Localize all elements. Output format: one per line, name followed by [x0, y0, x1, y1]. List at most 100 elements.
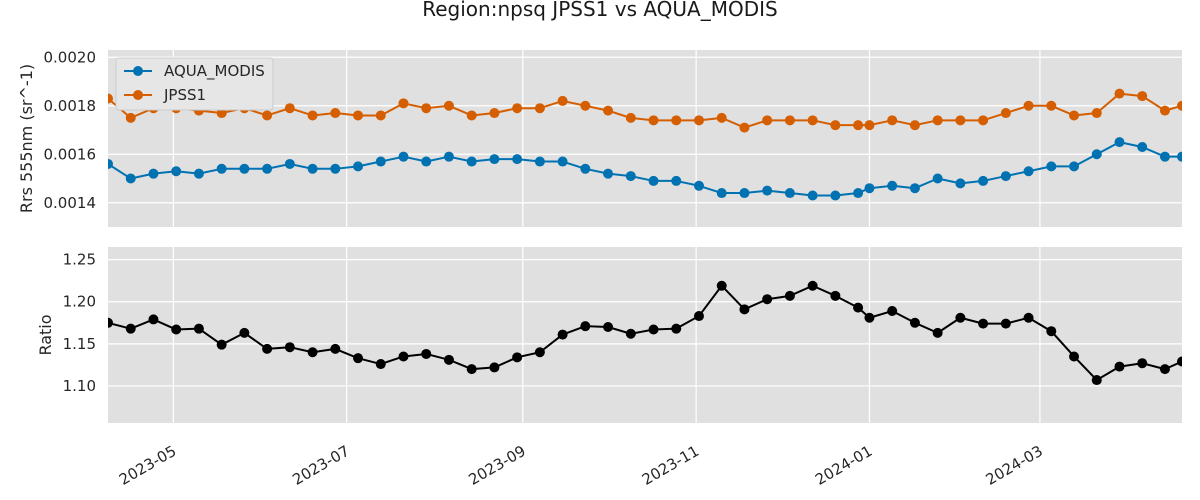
y-tick-label: 1.25 [63, 251, 96, 269]
data-point-jpss1 [557, 95, 568, 106]
data-point-ratio [1046, 326, 1057, 337]
data-point-aqua-modis [193, 168, 204, 179]
data-point-ratio [557, 329, 568, 340]
data-point-jpss1 [1177, 100, 1182, 111]
data-point-jpss1 [739, 122, 750, 133]
data-point-aqua-modis [398, 151, 409, 162]
data-point-jpss1 [955, 115, 966, 126]
data-point-ratio [421, 348, 432, 359]
data-point-ratio [716, 280, 727, 291]
data-point-jpss1 [1023, 100, 1034, 111]
data-point-jpss1 [648, 115, 659, 126]
data-point-jpss1 [909, 120, 920, 131]
data-point-ratio [625, 328, 636, 339]
data-point-aqua-modis [762, 185, 773, 196]
bottom-plot-area [108, 247, 1182, 423]
data-point-aqua-modis [1069, 161, 1080, 172]
data-point-aqua-modis [671, 175, 682, 186]
data-point-aqua-modis [443, 151, 454, 162]
data-point-ratio [108, 317, 113, 328]
y-tick-label: 1.20 [63, 293, 96, 311]
data-point-aqua-modis [421, 156, 432, 167]
series-layer [108, 88, 1182, 386]
data-point-jpss1 [125, 112, 136, 123]
data-point-aqua-modis [284, 158, 295, 169]
data-point-ratio [216, 339, 227, 350]
data-point-ratio [262, 343, 273, 354]
data-point-jpss1 [784, 115, 795, 126]
y-tick-label: 0.0020 [44, 48, 97, 66]
data-point-aqua-modis [784, 188, 795, 199]
top-panel-series [108, 88, 1182, 201]
grid-lines [108, 50, 1182, 423]
x-tick-label: 2024-03 [983, 442, 1046, 489]
data-point-aqua-modis [603, 168, 614, 179]
data-point-aqua-modis [716, 188, 727, 199]
data-point-ratio [1069, 351, 1080, 362]
data-point-jpss1 [853, 120, 864, 131]
data-point-aqua-modis [625, 171, 636, 182]
data-point-ratio [1137, 358, 1148, 369]
data-point-aqua-modis [307, 163, 318, 174]
data-point-aqua-modis [148, 168, 159, 179]
data-point-ratio [512, 352, 523, 363]
data-point-aqua-modis [1023, 166, 1034, 177]
data-point-ratio [739, 304, 750, 315]
data-point-jpss1 [1159, 105, 1170, 116]
data-point-aqua-modis [739, 188, 750, 199]
data-point-jpss1 [466, 110, 477, 121]
data-point-ratio [489, 362, 500, 373]
data-point-jpss1 [1000, 108, 1011, 119]
data-point-aqua-modis [353, 161, 364, 172]
data-point-jpss1 [1069, 110, 1080, 121]
data-point-ratio [534, 347, 545, 358]
data-point-ratio [978, 318, 989, 329]
data-point-ratio [1177, 356, 1182, 367]
y-tick-label: 1.10 [63, 377, 96, 395]
data-point-jpss1 [262, 110, 273, 121]
data-point-jpss1 [330, 108, 341, 119]
y-tick-label: 0.0016 [44, 145, 97, 163]
data-point-jpss1 [625, 112, 636, 123]
data-point-jpss1 [353, 110, 364, 121]
data-point-ratio [330, 343, 341, 354]
data-point-jpss1 [580, 100, 591, 111]
y-tick-label: 1.15 [63, 335, 96, 353]
data-point-ratio [603, 322, 614, 332]
data-point-jpss1 [887, 115, 898, 126]
bottom-panel-series [108, 280, 1182, 386]
data-point-aqua-modis [807, 190, 818, 201]
data-point-aqua-modis [1137, 141, 1148, 152]
data-point-aqua-modis [580, 163, 591, 174]
legend-label-aqua-modis: AQUA_MODIS [164, 62, 265, 81]
data-point-aqua-modis [216, 163, 227, 174]
x-tick-label: 2023-05 [116, 442, 179, 489]
data-point-jpss1 [534, 103, 545, 114]
data-point-jpss1 [398, 98, 409, 109]
data-point-ratio [580, 321, 591, 332]
data-point-ratio [443, 354, 454, 365]
data-point-jpss1 [693, 115, 704, 126]
legend-marker-aqua-modis [133, 66, 143, 76]
data-point-jpss1 [978, 115, 989, 126]
data-point-ratio [284, 342, 295, 353]
data-point-aqua-modis [489, 154, 500, 165]
data-point-jpss1 [1091, 108, 1102, 119]
y-tick-label: 0.0014 [44, 194, 97, 212]
data-point-jpss1 [762, 115, 773, 126]
data-point-ratio [125, 323, 136, 334]
data-point-jpss1 [216, 108, 227, 119]
data-point-aqua-modis [330, 163, 341, 174]
data-point-ratio [398, 351, 409, 362]
data-point-jpss1 [375, 110, 386, 121]
data-point-ratio [239, 327, 250, 338]
data-point-ratio [1023, 312, 1034, 323]
data-point-aqua-modis [1000, 171, 1011, 182]
legend-label-jpss1: JPSS1 [163, 86, 206, 104]
data-point-ratio [693, 311, 704, 322]
data-point-aqua-modis [1114, 137, 1125, 148]
bottom-y-axis-label: Ratio [36, 314, 55, 355]
y-tick-label: 0.0018 [44, 97, 97, 115]
data-point-jpss1 [932, 115, 943, 126]
